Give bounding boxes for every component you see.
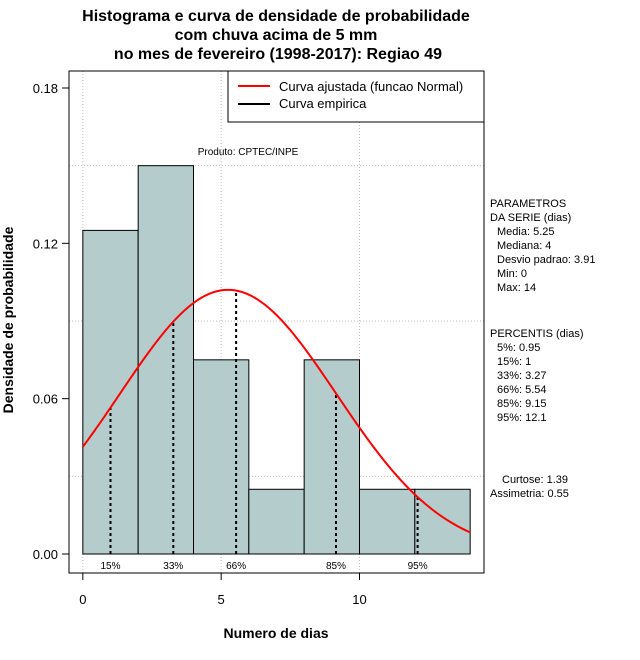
side-percentis-line: PERCENTIS (dias) <box>490 328 584 340</box>
chart-title-line-2: com chuva acima de 5 mm <box>175 27 378 44</box>
side-percentis-line: 95%: 12.1 <box>497 412 547 424</box>
percentile-lines: 15% 33% 66% 85% 95% <box>100 290 428 572</box>
y-tick-label: 0.12 <box>33 236 58 251</box>
y-tick-label: 0.18 <box>33 81 58 96</box>
axes: 0 5 10 0.00 0.06 0.12 0.18 <box>33 81 367 607</box>
normal-curve <box>82 288 471 534</box>
side-percentis-line: 85%: 9.15 <box>497 398 547 410</box>
bars <box>82 165 471 555</box>
chart-title-line-1: Histograma e curva de densidade de proba… <box>82 8 470 25</box>
side-params-line: Media: 5.25 <box>497 226 554 238</box>
normal-curve-group <box>82 288 471 534</box>
legend: Curva ajustada (funcao Normal) Curva emp… <box>227 70 485 123</box>
y-axis-title: Densidade de probabilidade <box>0 226 16 413</box>
x-tick-label: 5 <box>218 592 225 607</box>
histogram-bar <box>193 359 250 555</box>
x-axis-title: Numero de dias <box>223 625 328 641</box>
side-panel-stats: Curtose: 1.39 Assimetria: 0.55 <box>490 474 569 500</box>
histogram-bar <box>414 488 471 555</box>
percentile-label: 85% <box>326 561 346 572</box>
side-stats-line: Assimetria: 0.55 <box>490 488 569 500</box>
side-params-line: Min: 0 <box>497 268 527 280</box>
histogram-bar <box>303 359 360 555</box>
side-percentis-line: 33%: 3.27 <box>497 370 547 382</box>
side-stats-line: Curtose: 1.39 <box>502 474 568 486</box>
product-annotation: Produto: CPTEC/INPE <box>198 147 299 158</box>
histogram-bar <box>137 165 195 555</box>
side-params-line: Max: 14 <box>497 282 536 294</box>
side-params-line: Mediana: 4 <box>497 240 551 252</box>
side-panel-percentis: PERCENTIS (dias) 5%: 0.95 15%: 1 33%: 3.… <box>490 328 584 424</box>
side-percentis-line: 5%: 0.95 <box>497 342 540 354</box>
y-tick-label: 0.06 <box>33 392 58 407</box>
legend-label-empirical: Curva empirica <box>279 96 367 111</box>
side-percentis-line: 15%: 1 <box>497 356 531 368</box>
side-params-line: Desvio padrao: 3.91 <box>497 254 595 266</box>
histogram-bar <box>82 229 139 555</box>
percentile-label: 95% <box>408 561 428 572</box>
percentile-label: 66% <box>226 561 246 572</box>
x-tick-label: 10 <box>352 592 366 607</box>
side-params-line: DA SERIE (dias) <box>490 212 571 224</box>
side-params-line: PARAMETROS <box>490 198 566 210</box>
x-tick-label: 0 <box>79 592 86 607</box>
legend-box <box>227 70 485 123</box>
side-percentis-line: 66%: 5.54 <box>497 384 547 396</box>
histogram-bar <box>248 488 305 555</box>
histogram-bar <box>359 488 416 555</box>
chart-title-line-3: no mes de fevereiro (1998-2017): Regiao … <box>114 46 442 63</box>
side-panel-params: PARAMETROS DA SERIE (dias) Media: 5.25 M… <box>490 198 595 294</box>
legend-label-fit: Curva ajustada (funcao Normal) <box>279 79 463 94</box>
y-tick-label: 0.00 <box>33 547 58 562</box>
percentile-label: 15% <box>100 561 120 572</box>
percentile-label: 33% <box>163 561 183 572</box>
